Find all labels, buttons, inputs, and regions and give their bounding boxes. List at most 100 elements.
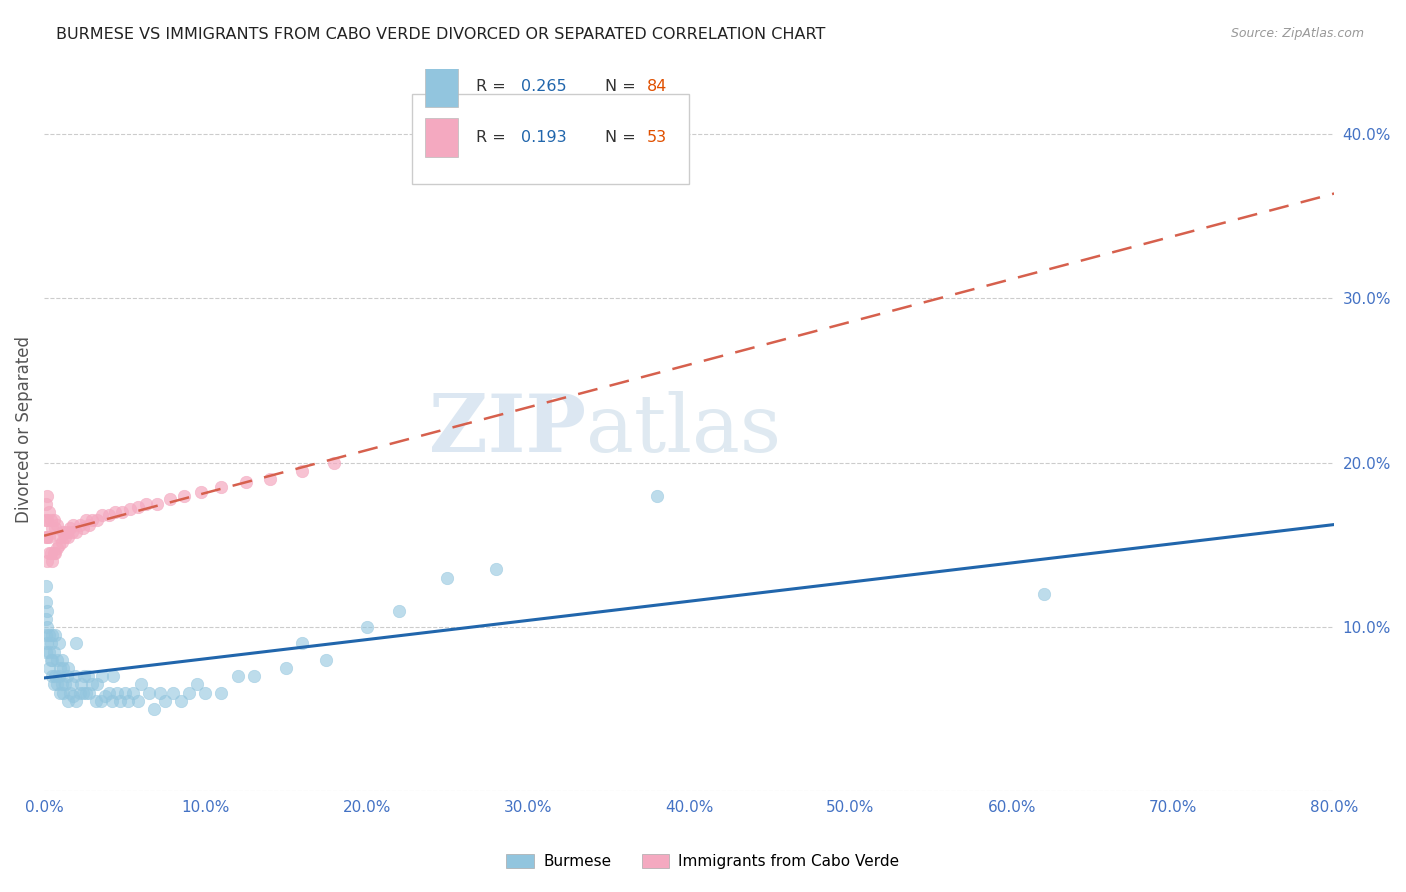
Text: ZIP: ZIP <box>429 391 586 469</box>
Point <box>37 554 59 568</box>
Point <box>51 653 73 667</box>
Point <box>291 636 314 650</box>
Point <box>142 702 165 716</box>
Point <box>46 541 69 556</box>
Point <box>58 694 80 708</box>
Point <box>485 562 508 576</box>
Point <box>37 603 59 617</box>
Point <box>1032 587 1054 601</box>
Point <box>37 489 59 503</box>
Point <box>39 546 62 560</box>
Point <box>84 694 107 708</box>
Point <box>94 689 117 703</box>
Point <box>127 500 149 514</box>
Point <box>315 653 337 667</box>
Point <box>173 489 195 503</box>
Point <box>44 669 66 683</box>
Point <box>58 530 80 544</box>
Point <box>69 686 91 700</box>
Text: 53: 53 <box>647 129 666 145</box>
Point <box>291 464 314 478</box>
Point <box>48 669 70 683</box>
Y-axis label: Divorced or Separated: Divorced or Separated <box>15 336 32 524</box>
Point <box>59 521 82 535</box>
Point <box>39 636 62 650</box>
Point <box>63 669 86 683</box>
Point <box>190 485 212 500</box>
Point <box>38 530 60 544</box>
Point <box>35 595 58 609</box>
Point <box>41 628 63 642</box>
Point <box>49 530 72 544</box>
Point <box>35 579 58 593</box>
Point <box>44 546 66 560</box>
Point <box>645 489 668 503</box>
Text: atlas: atlas <box>586 391 782 469</box>
Point <box>149 686 172 700</box>
Point <box>194 686 217 700</box>
Point <box>49 686 72 700</box>
Text: R =: R = <box>477 129 512 145</box>
Point <box>73 669 96 683</box>
Point <box>186 677 208 691</box>
Point <box>82 677 104 691</box>
Point <box>42 677 65 691</box>
Point <box>108 694 131 708</box>
Text: BURMESE VS IMMIGRANTS FROM CABO VERDE DIVORCED OR SEPARATED CORRELATION CHART: BURMESE VS IMMIGRANTS FROM CABO VERDE DI… <box>56 27 825 42</box>
Point <box>53 530 76 544</box>
Point <box>49 661 72 675</box>
Point <box>97 686 120 700</box>
Point <box>121 686 143 700</box>
Point <box>37 636 59 650</box>
Point <box>37 530 59 544</box>
Point <box>82 513 104 527</box>
Point <box>65 524 87 539</box>
Point <box>65 694 87 708</box>
Point <box>46 518 69 533</box>
Point <box>146 497 169 511</box>
Point <box>35 513 58 527</box>
Point <box>44 628 66 642</box>
Point <box>179 686 201 700</box>
Point <box>46 653 69 667</box>
Point <box>159 491 181 506</box>
Point <box>55 669 77 683</box>
Text: N =: N = <box>606 79 641 94</box>
Point <box>38 628 60 642</box>
Point <box>211 480 233 494</box>
Point <box>62 518 84 533</box>
Point <box>105 686 128 700</box>
Point <box>388 603 411 617</box>
Point <box>69 518 91 533</box>
Point <box>77 518 100 533</box>
Point <box>42 546 65 560</box>
FancyBboxPatch shape <box>425 67 458 107</box>
Point <box>117 694 139 708</box>
Point <box>35 497 58 511</box>
FancyBboxPatch shape <box>412 94 689 184</box>
Point <box>58 661 80 675</box>
Point <box>60 524 83 539</box>
Point <box>91 669 114 683</box>
Point <box>38 546 60 560</box>
Point <box>127 694 149 708</box>
Point <box>72 686 94 700</box>
Point <box>41 669 63 683</box>
Legend: Burmese, Immigrants from Cabo Verde: Burmese, Immigrants from Cabo Verde <box>501 847 905 875</box>
Point <box>41 521 63 535</box>
Point <box>129 677 152 691</box>
Point <box>55 524 77 539</box>
FancyBboxPatch shape <box>425 118 458 157</box>
Point <box>51 677 73 691</box>
Point <box>118 501 141 516</box>
Point <box>75 513 97 527</box>
Text: 84: 84 <box>647 79 666 94</box>
Text: N =: N = <box>606 129 641 145</box>
Point <box>48 538 70 552</box>
Point <box>72 521 94 535</box>
Point <box>274 661 297 675</box>
Point <box>138 686 160 700</box>
Text: 0.265: 0.265 <box>522 79 567 94</box>
Point <box>104 505 127 519</box>
Text: R =: R = <box>477 79 512 94</box>
